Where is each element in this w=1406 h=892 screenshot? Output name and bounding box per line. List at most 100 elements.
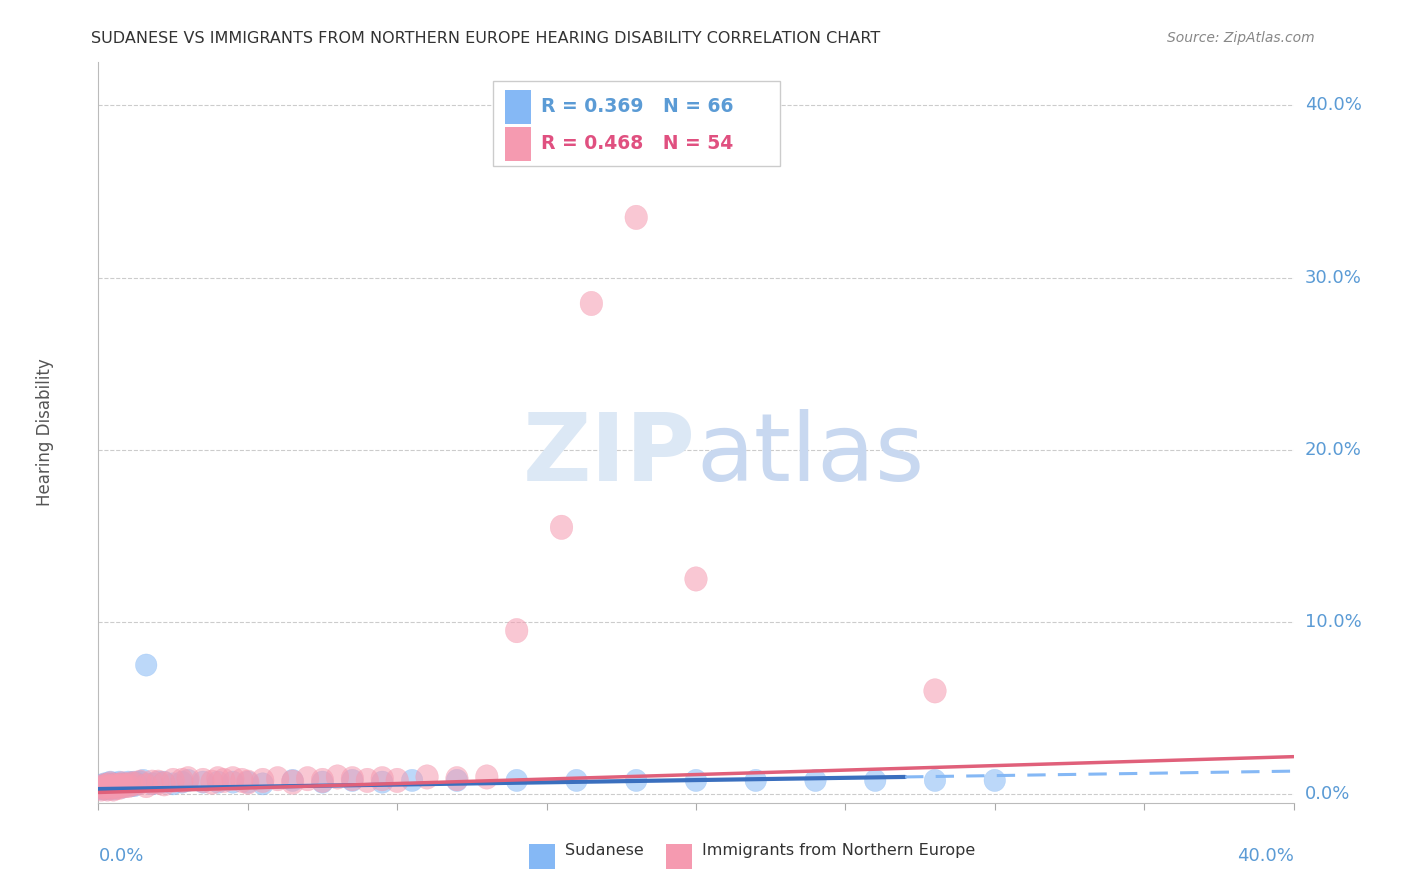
Ellipse shape: [111, 774, 134, 797]
Ellipse shape: [745, 769, 766, 791]
Text: 40.0%: 40.0%: [1305, 96, 1361, 114]
Ellipse shape: [111, 773, 134, 797]
Ellipse shape: [108, 773, 131, 797]
Ellipse shape: [124, 774, 145, 797]
Ellipse shape: [105, 776, 127, 798]
Ellipse shape: [416, 764, 439, 789]
Ellipse shape: [108, 772, 131, 795]
Ellipse shape: [124, 771, 145, 793]
Ellipse shape: [446, 766, 468, 791]
Ellipse shape: [94, 776, 115, 798]
Ellipse shape: [984, 769, 1005, 791]
Ellipse shape: [238, 771, 259, 793]
Ellipse shape: [207, 766, 229, 791]
Ellipse shape: [90, 774, 112, 797]
Ellipse shape: [342, 769, 363, 791]
Ellipse shape: [148, 771, 169, 793]
Ellipse shape: [385, 768, 409, 793]
Ellipse shape: [103, 777, 125, 801]
Ellipse shape: [207, 771, 229, 793]
Text: 0.0%: 0.0%: [98, 847, 143, 865]
Ellipse shape: [193, 771, 214, 793]
Ellipse shape: [170, 768, 194, 793]
Ellipse shape: [94, 774, 115, 797]
Ellipse shape: [624, 205, 648, 229]
Ellipse shape: [90, 775, 112, 799]
Ellipse shape: [865, 769, 886, 791]
Ellipse shape: [94, 778, 115, 800]
Ellipse shape: [191, 768, 214, 793]
Ellipse shape: [312, 771, 333, 793]
Ellipse shape: [153, 772, 176, 796]
Ellipse shape: [111, 776, 134, 798]
Ellipse shape: [231, 768, 253, 793]
Ellipse shape: [97, 772, 118, 795]
Ellipse shape: [581, 292, 603, 316]
Text: Source: ZipAtlas.com: Source: ZipAtlas.com: [1167, 31, 1315, 45]
Ellipse shape: [108, 775, 131, 799]
Text: 30.0%: 30.0%: [1305, 268, 1361, 286]
Ellipse shape: [111, 772, 134, 795]
Ellipse shape: [222, 766, 245, 791]
Ellipse shape: [252, 772, 274, 795]
Ellipse shape: [98, 775, 122, 799]
Ellipse shape: [201, 770, 224, 795]
Ellipse shape: [924, 769, 946, 791]
Ellipse shape: [100, 771, 121, 793]
Ellipse shape: [90, 776, 112, 798]
Ellipse shape: [129, 771, 150, 793]
Ellipse shape: [266, 766, 290, 791]
Ellipse shape: [114, 773, 136, 797]
Text: R = 0.369   N = 66: R = 0.369 N = 66: [541, 97, 733, 116]
Ellipse shape: [120, 772, 142, 796]
Ellipse shape: [153, 771, 174, 793]
Text: 40.0%: 40.0%: [1237, 847, 1294, 865]
Ellipse shape: [146, 770, 170, 795]
Ellipse shape: [100, 776, 121, 798]
Ellipse shape: [505, 618, 529, 643]
Ellipse shape: [252, 768, 274, 793]
Ellipse shape: [311, 768, 333, 793]
Ellipse shape: [121, 772, 142, 795]
Ellipse shape: [111, 772, 134, 796]
Ellipse shape: [100, 772, 121, 795]
Ellipse shape: [114, 772, 136, 795]
Ellipse shape: [212, 768, 235, 793]
Ellipse shape: [96, 773, 118, 797]
Ellipse shape: [127, 772, 148, 795]
Ellipse shape: [97, 778, 118, 800]
Text: 0.0%: 0.0%: [1305, 785, 1350, 803]
Ellipse shape: [93, 773, 115, 797]
Ellipse shape: [114, 774, 136, 797]
Ellipse shape: [172, 771, 193, 793]
Ellipse shape: [100, 774, 121, 797]
Ellipse shape: [222, 771, 243, 793]
Ellipse shape: [98, 772, 122, 796]
Ellipse shape: [118, 771, 139, 793]
Ellipse shape: [103, 772, 124, 795]
Ellipse shape: [281, 770, 304, 795]
Ellipse shape: [475, 764, 498, 789]
FancyBboxPatch shape: [505, 128, 531, 161]
Ellipse shape: [103, 773, 125, 797]
Ellipse shape: [129, 770, 152, 795]
Text: atlas: atlas: [696, 409, 924, 500]
Ellipse shape: [162, 768, 184, 793]
Ellipse shape: [804, 769, 827, 791]
Ellipse shape: [685, 769, 707, 791]
FancyBboxPatch shape: [666, 844, 692, 870]
FancyBboxPatch shape: [494, 81, 780, 166]
Ellipse shape: [550, 515, 572, 540]
Text: R = 0.468   N = 54: R = 0.468 N = 54: [541, 135, 733, 153]
Text: SUDANESE VS IMMIGRANTS FROM NORTHERN EUROPE HEARING DISABILITY CORRELATION CHART: SUDANESE VS IMMIGRANTS FROM NORTHERN EUR…: [91, 31, 880, 46]
Ellipse shape: [236, 770, 259, 795]
Ellipse shape: [162, 772, 184, 795]
Ellipse shape: [177, 769, 198, 791]
Ellipse shape: [132, 769, 155, 791]
Text: Sudanese: Sudanese: [565, 844, 644, 858]
Ellipse shape: [142, 772, 163, 795]
Ellipse shape: [177, 766, 200, 791]
Ellipse shape: [108, 774, 131, 797]
Ellipse shape: [118, 772, 139, 795]
Ellipse shape: [105, 775, 128, 799]
